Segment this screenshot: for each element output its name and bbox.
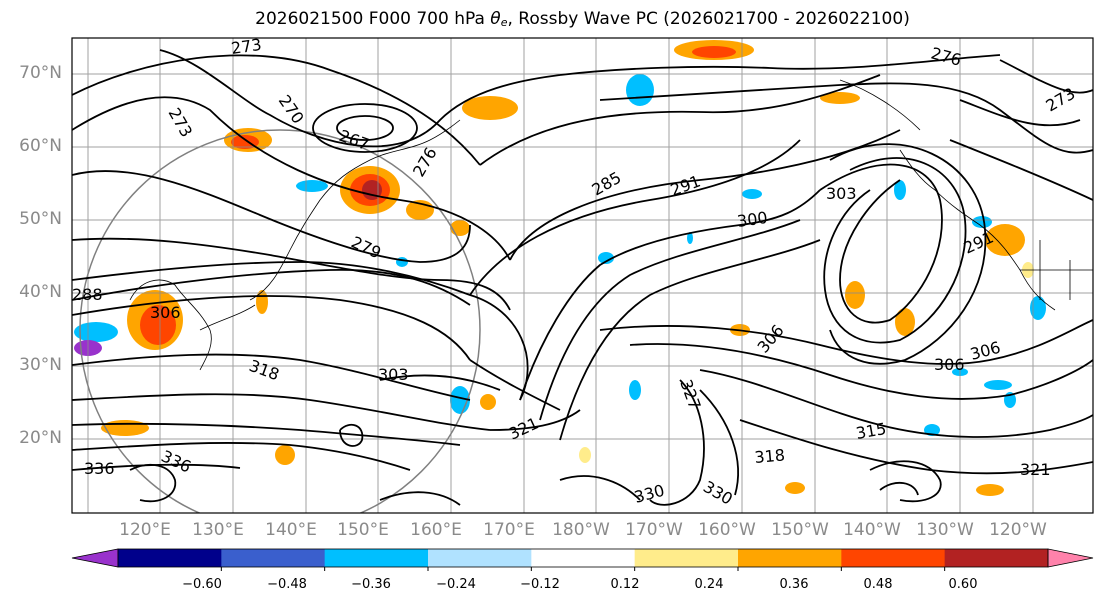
colorbar-tick: −0.60 [182,577,222,592]
contour-label: 303 [378,365,409,384]
lon-label-150w: 150°W [771,520,829,540]
colorbar-tick: 0.36 [779,577,809,592]
map-title: 2026021500 F000 700 hPa θe, Rossby Wave … [0,9,1105,29]
lon-label-180w: 180°W [552,520,610,540]
lon-label-140w: 140°W [843,520,901,540]
lon-label-170w: 170°W [625,520,683,540]
lat-label-60n: 60°N [19,136,62,156]
colorbar-tick: 0.24 [694,577,724,592]
title-theta: θ [490,9,501,29]
contour-label: 273 [230,35,263,58]
colorbar-tick: −0.48 [267,577,307,592]
contour-label: 318 [754,445,786,467]
lon-label-160w: 160°W [698,520,756,540]
lon-label-130e: 130°E [192,520,244,540]
lat-label-40n: 40°N [19,282,62,302]
contour-label: 306 [934,355,965,374]
title-prefix: 2026021500 F000 700 hPa [255,9,491,29]
theta-e-contours [72,49,1093,506]
lon-label-120e: 120°E [119,520,171,540]
lon-label-170e: 170°E [483,520,535,540]
gray-circle-outline [79,129,481,513]
colorbar-tick: 0.60 [948,577,978,592]
lon-label-160e: 160°E [410,520,462,540]
coastlines [129,50,1093,513]
colorbar-tick: −0.24 [436,577,476,592]
plot-frame [71,37,1094,514]
colorbar-tick: −0.36 [351,577,391,592]
lon-label-150e: 150°E [337,520,389,540]
contour-label: 303 [826,184,857,203]
lat-label-50n: 50°N [19,209,62,229]
plot-background [72,38,1093,513]
contour-label: 336 [84,459,115,478]
lat-label-20n: 20°N [19,428,62,448]
colorbar-tick: 0.12 [610,577,640,592]
colorbar-tick: 0.48 [863,577,893,592]
lon-label-140e: 140°E [265,520,317,540]
colorbar-tick: −0.12 [520,577,560,592]
lon-label-120w: 120°W [989,520,1047,540]
lon-label-130w: 130°W [916,520,974,540]
lat-label-70n: 70°N [19,63,62,83]
contour-label: 300 [736,208,769,231]
contour-label: 321 [1020,460,1051,479]
contour-label: 306 [150,303,181,322]
lat-label-30n: 30°N [19,355,62,375]
contour-label: 288 [72,285,103,304]
title-theta-sub: e [500,16,508,29]
title-suffix: , Rossby Wave PC (2026021700 - 202602210… [507,9,910,29]
